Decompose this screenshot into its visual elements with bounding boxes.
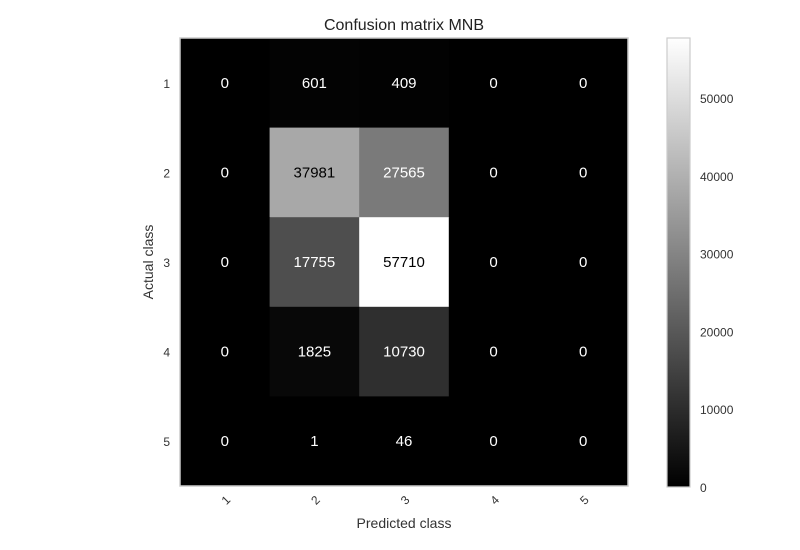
cell-value-label: 1825 xyxy=(298,344,331,361)
heatmap-cell xyxy=(180,306,271,397)
heatmap-cell xyxy=(448,306,539,397)
cell-value-label: 17755 xyxy=(294,254,336,271)
heatmap-cell xyxy=(269,38,360,129)
cell-value-label: 0 xyxy=(579,433,587,450)
cell-value-label: 0 xyxy=(489,344,497,361)
heatmap-cell xyxy=(269,396,360,487)
y-tick-labels: 1 2 3 4 5 xyxy=(163,77,170,449)
heatmap-cell xyxy=(359,306,450,397)
heatmap-cell xyxy=(180,396,271,487)
heatmap-cells xyxy=(180,38,629,487)
heatmap-cell xyxy=(538,127,629,218)
heatmap-cell xyxy=(269,217,360,308)
cell-value-label: 601 xyxy=(302,75,327,92)
cell-value-label: 0 xyxy=(221,433,229,450)
cell-value-label: 0 xyxy=(489,164,497,181)
cell-value-label: 27565 xyxy=(383,164,425,181)
heatmap-cell xyxy=(180,217,271,308)
heatmap-cell xyxy=(359,38,450,129)
x-tick-label: 4 xyxy=(487,493,502,508)
cell-value-label: 0 xyxy=(489,433,497,450)
heatmap-cell xyxy=(448,38,539,129)
colorbar-tick-label: 0 xyxy=(700,481,707,495)
cell-value-label: 0 xyxy=(579,344,587,361)
heatmap-cell xyxy=(269,127,360,218)
cell-value-label: 1 xyxy=(310,433,318,450)
x-tick-label: 5 xyxy=(577,493,592,508)
cell-value-label: 0 xyxy=(221,254,229,271)
heatmap-cell xyxy=(180,38,271,129)
heatmap-cell xyxy=(448,396,539,487)
colorbar-tick-label: 20000 xyxy=(700,325,734,339)
heatmap-cell xyxy=(538,396,629,487)
heatmap-cell xyxy=(180,127,271,218)
cell-value-label: 10730 xyxy=(383,344,425,361)
cell-value-label: 0 xyxy=(579,254,587,271)
plot-frame xyxy=(179,37,629,487)
cell-value-label: 57710 xyxy=(383,254,425,271)
colorbar-tick-label: 30000 xyxy=(700,248,734,262)
x-tick-label: 1 xyxy=(219,493,234,508)
cell-value-label: 0 xyxy=(221,344,229,361)
heatmap-cell xyxy=(359,127,450,218)
x-axis-label: Predicted class xyxy=(357,515,452,531)
heatmap-cell xyxy=(448,217,539,308)
y-tick-label: 5 xyxy=(163,435,170,449)
colorbar-tick-label: 50000 xyxy=(700,92,734,106)
y-tick-label: 2 xyxy=(163,166,170,180)
heatmap-cell xyxy=(359,396,450,487)
heatmap-cell xyxy=(448,127,539,218)
cell-value-label: 0 xyxy=(579,75,587,92)
y-tick-label: 4 xyxy=(163,346,170,360)
y-tick-label: 1 xyxy=(163,77,170,91)
chart-title: Confusion matrix MNB xyxy=(324,17,484,34)
heatmap-cell xyxy=(538,306,629,397)
x-tick-label: 2 xyxy=(308,493,323,508)
colorbar xyxy=(666,37,691,488)
cell-value-label: 0 xyxy=(489,254,497,271)
colorbar-tick-labels: 0 10000 20000 30000 40000 50000 xyxy=(700,92,734,495)
cell-value-label: 0 xyxy=(221,164,229,181)
y-tick-label: 3 xyxy=(163,256,170,270)
heatmap-cell xyxy=(269,306,360,397)
cell-value-label: 0 xyxy=(489,75,497,92)
cell-value-label: 0 xyxy=(221,75,229,92)
x-tick-label: 3 xyxy=(398,493,413,508)
colorbar-tick-label: 40000 xyxy=(700,170,734,184)
cell-value-label: 46 xyxy=(396,433,413,450)
cell-value-label: 0 xyxy=(579,164,587,181)
cell-value-label: 409 xyxy=(391,75,416,92)
heatmap-cell-labels: 0 601 409 0 0 0 37981 27565 0 0 0 17755 57710 0 0 0 1825… xyxy=(221,75,588,450)
cell-value-label: 37981 xyxy=(294,164,336,181)
heatmap-cell xyxy=(538,38,629,129)
heatmap-cell xyxy=(359,217,450,308)
x-tick-labels: 1 2 3 4 5 xyxy=(219,493,592,508)
y-axis-label: Actual class xyxy=(140,225,156,300)
colorbar-tick-label: 10000 xyxy=(700,403,734,417)
heatmap-cell xyxy=(538,217,629,308)
